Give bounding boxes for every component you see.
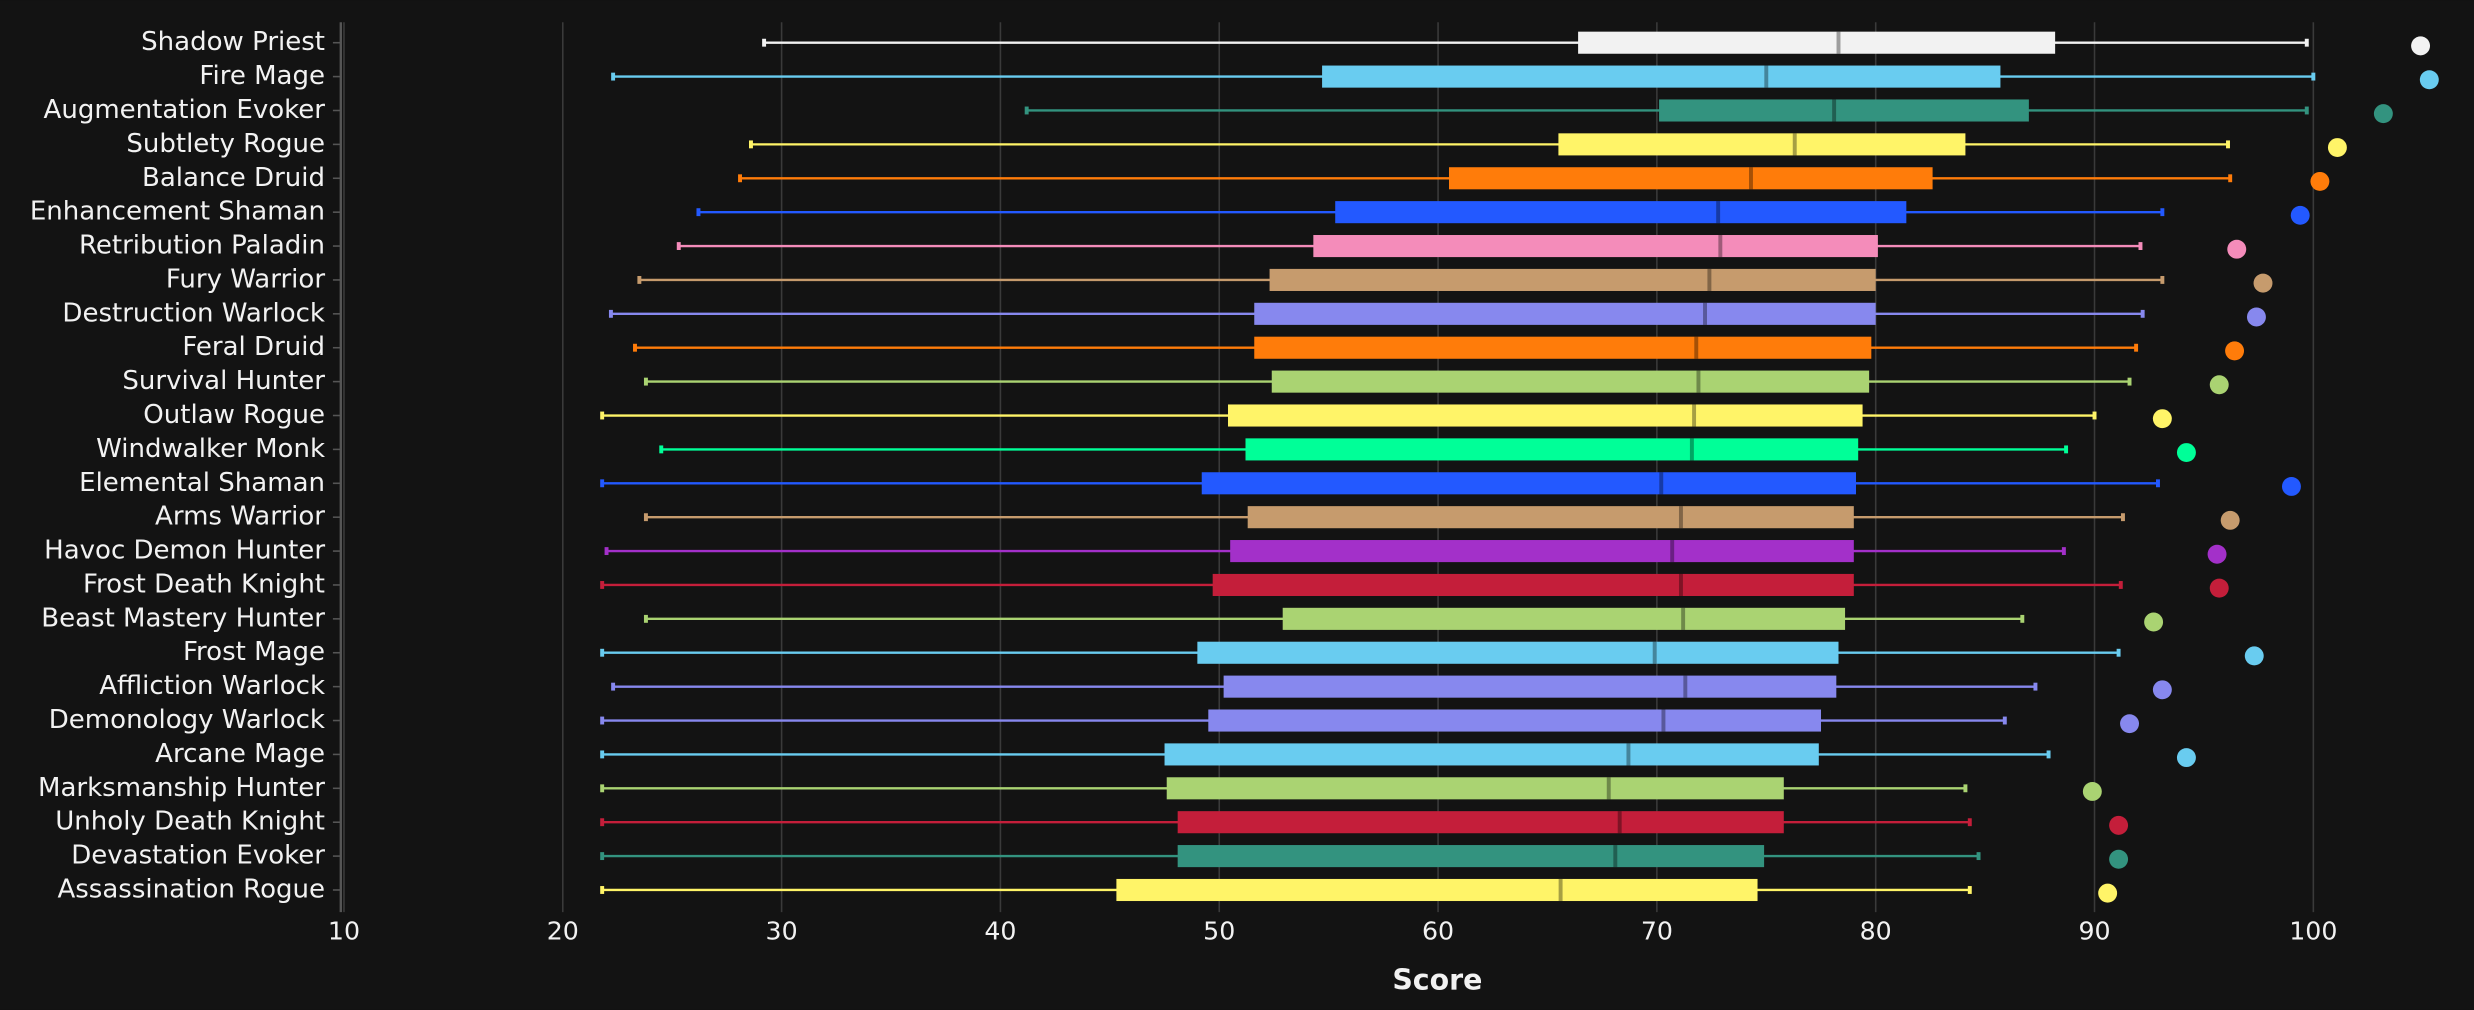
point [2176, 443, 2196, 463]
box [1212, 573, 1854, 597]
y-tick-label: Augmentation Evoker [44, 95, 326, 125]
box [1269, 268, 1876, 291]
y-tick-label: Arms Warrior [155, 502, 325, 532]
box [1245, 438, 1859, 461]
x-tick-label: 20 [547, 917, 579, 946]
y-tick-label: Survival Hunter [122, 366, 325, 396]
box [1116, 878, 1758, 902]
box [1177, 845, 1765, 868]
y-tick-label: Unholy Death Knight [55, 807, 325, 837]
box [1558, 133, 1966, 156]
x-axis-title: Score [1392, 963, 1482, 996]
box [1322, 65, 2001, 88]
point [2373, 104, 2393, 124]
box [1227, 404, 1863, 427]
box [1578, 31, 2056, 54]
y-tick-label: Windwalker Monk [96, 434, 325, 464]
y-tick-label: Balance Druid [142, 163, 325, 193]
point [2098, 883, 2118, 903]
point [2209, 375, 2229, 395]
point [2310, 171, 2330, 191]
box [1166, 777, 1784, 800]
point [2144, 612, 2164, 632]
y-tick-label: Shadow Priest [141, 27, 325, 57]
box [1254, 336, 1872, 359]
y-tick-label: Marksmanship Hunter [38, 773, 325, 803]
y-tick-label: Beast Mastery Hunter [41, 603, 325, 633]
x-tick-label: 70 [1641, 917, 1673, 946]
box [1282, 607, 1846, 630]
box [1223, 675, 1837, 698]
y-tick-label: Outlaw Rogue [143, 400, 325, 430]
point [2244, 646, 2264, 666]
point [2120, 714, 2139, 734]
box [1164, 743, 1819, 766]
box [1313, 235, 1878, 258]
point [2227, 239, 2247, 259]
point [2419, 70, 2439, 90]
point [2152, 409, 2172, 429]
point [2082, 781, 2102, 801]
y-tick-label: Havoc Demon Hunter [44, 536, 325, 566]
x-tick-label: 90 [2078, 917, 2110, 946]
y-tick-label: Fire Mage [199, 61, 325, 91]
point [2176, 748, 2196, 768]
point [2281, 476, 2301, 496]
y-tick-label: Enhancement Shaman [30, 197, 325, 227]
y-tick-label: Elemental Shaman [79, 468, 325, 498]
x-tick-label: 100 [2289, 917, 2337, 946]
x-tick-label: 50 [1203, 917, 1235, 946]
y-tick-label: Frost Death Knight [83, 569, 325, 599]
point [2327, 138, 2347, 157]
y-tick-label: Affliction Warlock [99, 671, 325, 701]
y-tick-label: Arcane Mage [155, 739, 325, 769]
y-tick-label: Devastation Evoker [71, 841, 325, 871]
y-tick-label: Demonology Warlock [49, 705, 325, 735]
y-tick-label: Destruction Warlock [62, 298, 325, 328]
box [1254, 302, 1876, 325]
y-tick-label: Feral Druid [182, 332, 325, 362]
box [1247, 506, 1854, 529]
y-tick-label: Assassination Rogue [57, 874, 325, 904]
y-tick-label: Subtlety Rogue [126, 129, 325, 159]
box [1335, 201, 1907, 224]
box [1197, 641, 1839, 664]
box [1230, 540, 1854, 563]
y-tick-label: Fury Warrior [166, 264, 325, 294]
box [1208, 709, 1821, 732]
box [1271, 370, 1870, 393]
x-tick-label: 40 [984, 917, 1016, 946]
box [1659, 99, 2029, 122]
point [2209, 578, 2229, 598]
box [1201, 472, 1857, 495]
point [2225, 341, 2245, 361]
y-tick-label: Frost Mage [183, 637, 325, 667]
x-tick-label: 10 [328, 917, 360, 946]
box [1177, 811, 1784, 834]
x-tick-label: 80 [1860, 917, 1892, 946]
point [2411, 36, 2431, 56]
point [2207, 544, 2227, 564]
point [2109, 849, 2129, 869]
x-tick-label: 30 [766, 917, 798, 946]
point [2109, 815, 2129, 835]
point [2253, 273, 2273, 293]
y-tick-label: Retribution Paladin [79, 231, 325, 261]
point [2220, 510, 2240, 530]
point [2152, 680, 2172, 700]
point [2246, 307, 2266, 327]
box [1449, 167, 1933, 190]
x-tick-label: 60 [1422, 917, 1454, 946]
point [2290, 205, 2310, 225]
